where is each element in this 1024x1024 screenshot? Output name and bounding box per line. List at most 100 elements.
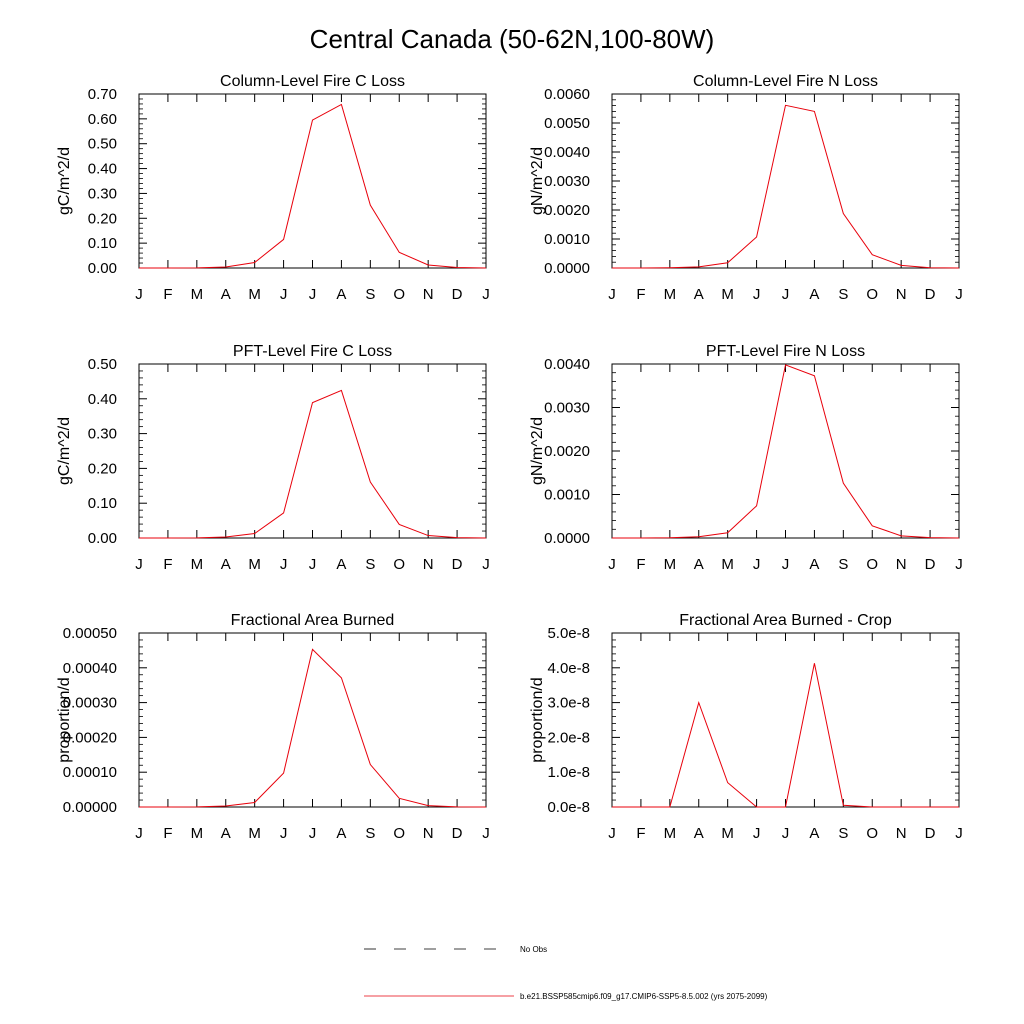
x-tick-label: D: [452, 286, 463, 303]
y-tick-label: 0.0e-8: [547, 799, 590, 816]
x-tick-label: J: [753, 556, 761, 573]
x-tick-label: J: [955, 286, 963, 303]
x-tick-label: N: [896, 825, 907, 842]
panel-title: Column-Level Fire C Loss: [220, 73, 405, 90]
figure-title: Central Canada (50-62N,100-80W): [310, 24, 715, 54]
x-tick-label: N: [423, 556, 434, 573]
x-tick-label: M: [248, 825, 261, 842]
y-tick-label: 0.10: [88, 235, 117, 252]
y-tick-label: 2.0e-8: [547, 729, 590, 746]
series-line-1: [612, 364, 960, 539]
x-tick-label: M: [248, 286, 261, 303]
x-tick-label: M: [664, 286, 677, 303]
panel-title: PFT-Level Fire C Loss: [233, 343, 392, 360]
y-tick-label: 0.00040: [63, 660, 117, 677]
x-tick-label: M: [191, 286, 204, 303]
x-tick-label: J: [608, 556, 616, 573]
x-tick-label: A: [221, 286, 231, 303]
x-tick-label: J: [955, 556, 963, 573]
x-tick-label: O: [866, 825, 878, 842]
y-tick-label: 0.00: [88, 260, 117, 277]
x-tick-label: D: [925, 825, 936, 842]
x-tick-label: J: [280, 825, 288, 842]
x-tick-label: F: [636, 286, 645, 303]
x-tick-label: D: [452, 556, 463, 573]
legend: No Obs b.e21.BSSP585cmip6.f09_g17.CMIP6-…: [364, 945, 768, 1001]
panel-title: Fractional Area Burned - Crop: [679, 612, 892, 629]
x-tick-label: O: [866, 556, 878, 573]
series-line-1: [139, 648, 487, 808]
x-tick-label: J: [782, 825, 790, 842]
x-tick-label: O: [393, 825, 405, 842]
x-tick-label: S: [365, 286, 375, 303]
y-tick-label: 4.0e-8: [547, 660, 590, 677]
plot-frame: [611, 632, 960, 808]
x-tick-label: J: [608, 286, 616, 303]
x-tick-label: J: [955, 825, 963, 842]
x-tick-label: A: [809, 286, 819, 303]
y-tick-label: 0.0010: [544, 231, 590, 248]
y-tick-label: 0.30: [88, 185, 117, 202]
series-line-1: [612, 663, 959, 808]
x-tick-label: F: [636, 556, 645, 573]
x-tick-label: S: [838, 825, 848, 842]
x-tick-label: J: [309, 825, 317, 842]
x-tick-label: M: [664, 556, 677, 573]
y-tick-label: 0.70: [88, 86, 117, 103]
y-tick-label: 1.0e-8: [547, 764, 590, 781]
y-tick-label: 5.0e-8: [547, 625, 590, 642]
x-tick-label: D: [925, 556, 936, 573]
y-tick-label: 0.0020: [544, 443, 590, 460]
panel-title: Fractional Area Burned: [231, 612, 395, 629]
y-tick-label: 0.0060: [544, 86, 590, 103]
x-tick-label: A: [221, 825, 231, 842]
x-tick-label: O: [393, 286, 405, 303]
y-axis-label: gN/m^2/d: [529, 147, 546, 215]
y-tick-label: 0.0030: [544, 400, 590, 417]
x-tick-label: J: [309, 556, 317, 573]
y-tick-label: 0.0030: [544, 173, 590, 190]
plot-frame: [611, 93, 960, 269]
x-tick-label: S: [838, 556, 848, 573]
y-axis-label: gC/m^2/d: [56, 417, 73, 485]
x-tick-label: J: [782, 556, 790, 573]
x-tick-label: J: [135, 825, 143, 842]
x-tick-label: A: [336, 556, 346, 573]
series-line-1: [139, 389, 487, 539]
y-tick-label: 0.0000: [544, 530, 590, 547]
y-tick-label: 0.20: [88, 210, 117, 227]
y-tick-label: 0.0050: [544, 115, 590, 132]
y-tick-label: 0.0020: [544, 202, 590, 219]
x-tick-label: A: [336, 825, 346, 842]
x-tick-label: O: [393, 556, 405, 573]
plot-frame: [138, 632, 487, 808]
y-tick-label: 0.00020: [63, 729, 117, 746]
y-tick-label: 0.0040: [544, 356, 590, 373]
x-tick-label: M: [721, 556, 734, 573]
x-tick-label: F: [163, 556, 172, 573]
x-tick-label: A: [336, 286, 346, 303]
x-tick-label: N: [423, 825, 434, 842]
y-tick-label: 0.40: [88, 161, 117, 178]
x-tick-label: M: [191, 825, 204, 842]
x-tick-label: N: [896, 286, 907, 303]
y-tick-label: 0.50: [88, 356, 117, 373]
legend-model-label: b.e21.BSSP585cmip6.f09_g17.CMIP6-SSP5-8.…: [520, 992, 768, 1001]
x-tick-label: F: [163, 825, 172, 842]
x-tick-label: M: [721, 286, 734, 303]
x-tick-label: J: [608, 825, 616, 842]
x-tick-label: M: [721, 825, 734, 842]
x-tick-label: M: [664, 825, 677, 842]
y-axis-label: gC/m^2/d: [56, 147, 73, 215]
x-tick-label: F: [163, 286, 172, 303]
y-tick-label: 0.00010: [63, 764, 117, 781]
x-tick-label: A: [694, 825, 704, 842]
x-tick-label: J: [753, 286, 761, 303]
y-tick-label: 0.60: [88, 111, 117, 128]
y-tick-label: 0.00000: [63, 799, 117, 816]
